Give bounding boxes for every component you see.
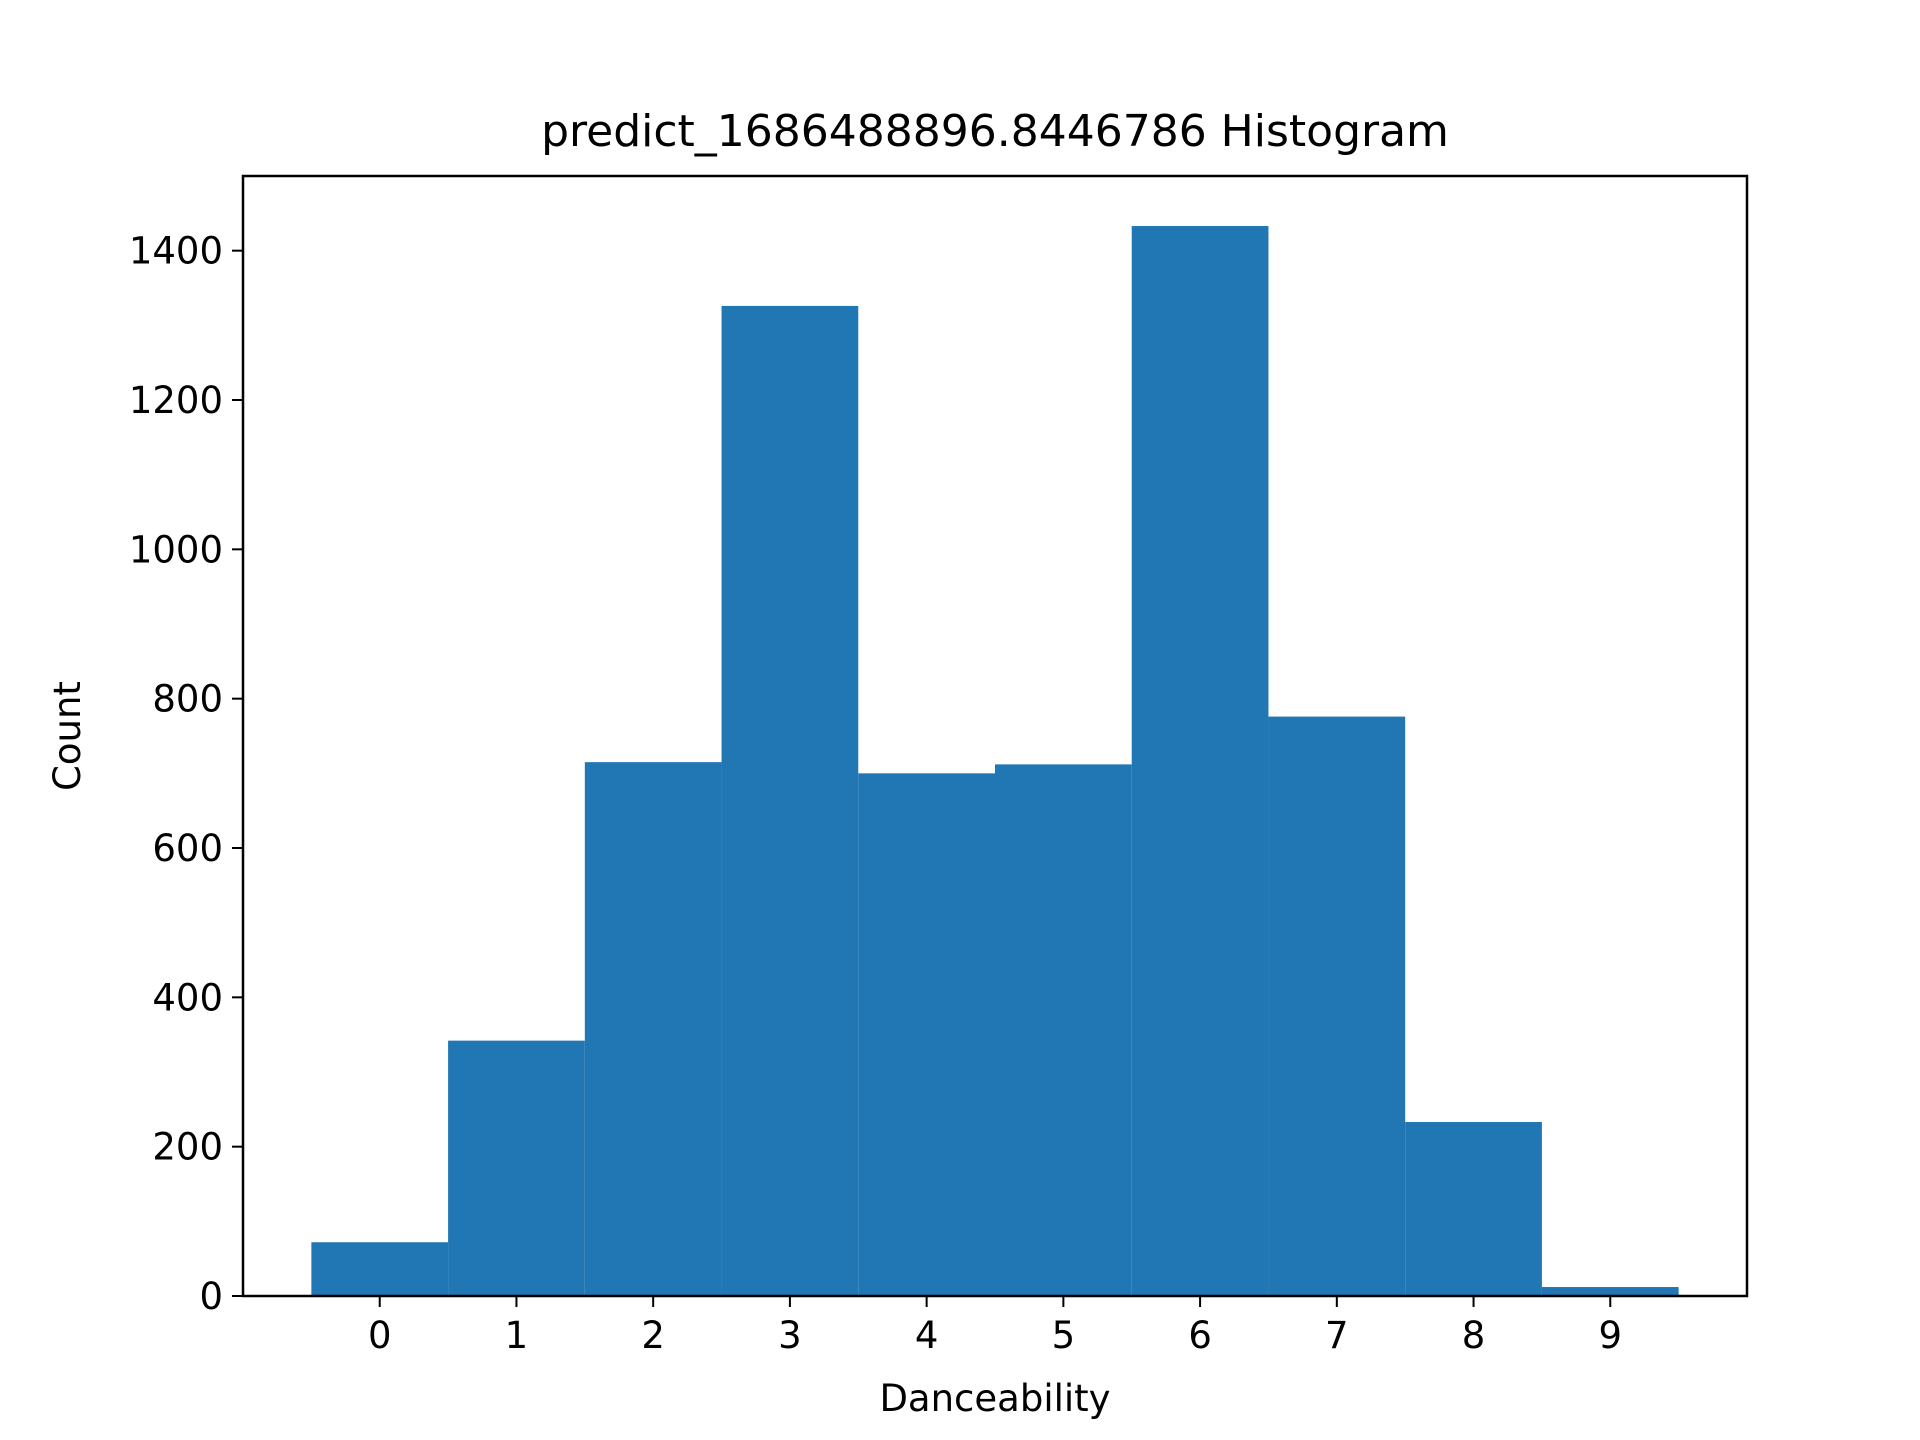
histogram-bar-5 xyxy=(995,764,1132,1296)
x-tick-label: 2 xyxy=(641,1314,665,1357)
x-tick-label: 1 xyxy=(505,1314,529,1357)
x-axis-label: Danceability xyxy=(879,1377,1110,1420)
axes-frame xyxy=(241,174,1749,1298)
bars-group xyxy=(311,226,1679,1297)
x-tick-label: 9 xyxy=(1598,1314,1622,1357)
histogram-bar-0 xyxy=(311,1242,449,1296)
y-tick-label: 0 xyxy=(199,1275,223,1318)
x-tick-label: 4 xyxy=(915,1314,939,1357)
x-tick-label: 6 xyxy=(1188,1314,1212,1357)
y-tick-label: 200 xyxy=(152,1126,223,1169)
x-tick-label: 8 xyxy=(1462,1314,1486,1357)
x-ticks-group: 0 1 2 3 4 5 6 7 8 9 xyxy=(368,1296,1622,1357)
y-tick-label: 1400 xyxy=(129,230,223,273)
histogram-bar-6 xyxy=(1131,226,1269,1297)
histogram-bar-4 xyxy=(858,773,995,1296)
x-tick-label: 0 xyxy=(368,1314,392,1357)
histogram-bar-9 xyxy=(1541,1287,1679,1296)
y-tick-label: 600 xyxy=(152,827,223,870)
histogram-bar-3 xyxy=(721,305,859,1296)
histogram-bar-2 xyxy=(584,762,722,1296)
y-tick-label: 1200 xyxy=(129,379,223,422)
y-tick-label: 1000 xyxy=(129,528,223,571)
histogram-bar-1 xyxy=(448,1040,585,1296)
chart-title: predict_1686488896.8446786 Histogram xyxy=(541,106,1449,157)
x-tick-label: 7 xyxy=(1325,1314,1349,1357)
y-tick-label: 800 xyxy=(152,678,223,721)
x-tick-label: 5 xyxy=(1052,1314,1076,1357)
y-axis-label: Count xyxy=(46,681,89,791)
y-tick-label: 400 xyxy=(152,976,223,1019)
y-ticks-group: 0 200 400 600 800 1000 1200 1400 xyxy=(129,230,243,1318)
histogram-bar-8 xyxy=(1405,1122,1542,1296)
histogram-bar-7 xyxy=(1268,716,1406,1296)
x-tick-label: 3 xyxy=(778,1314,802,1357)
